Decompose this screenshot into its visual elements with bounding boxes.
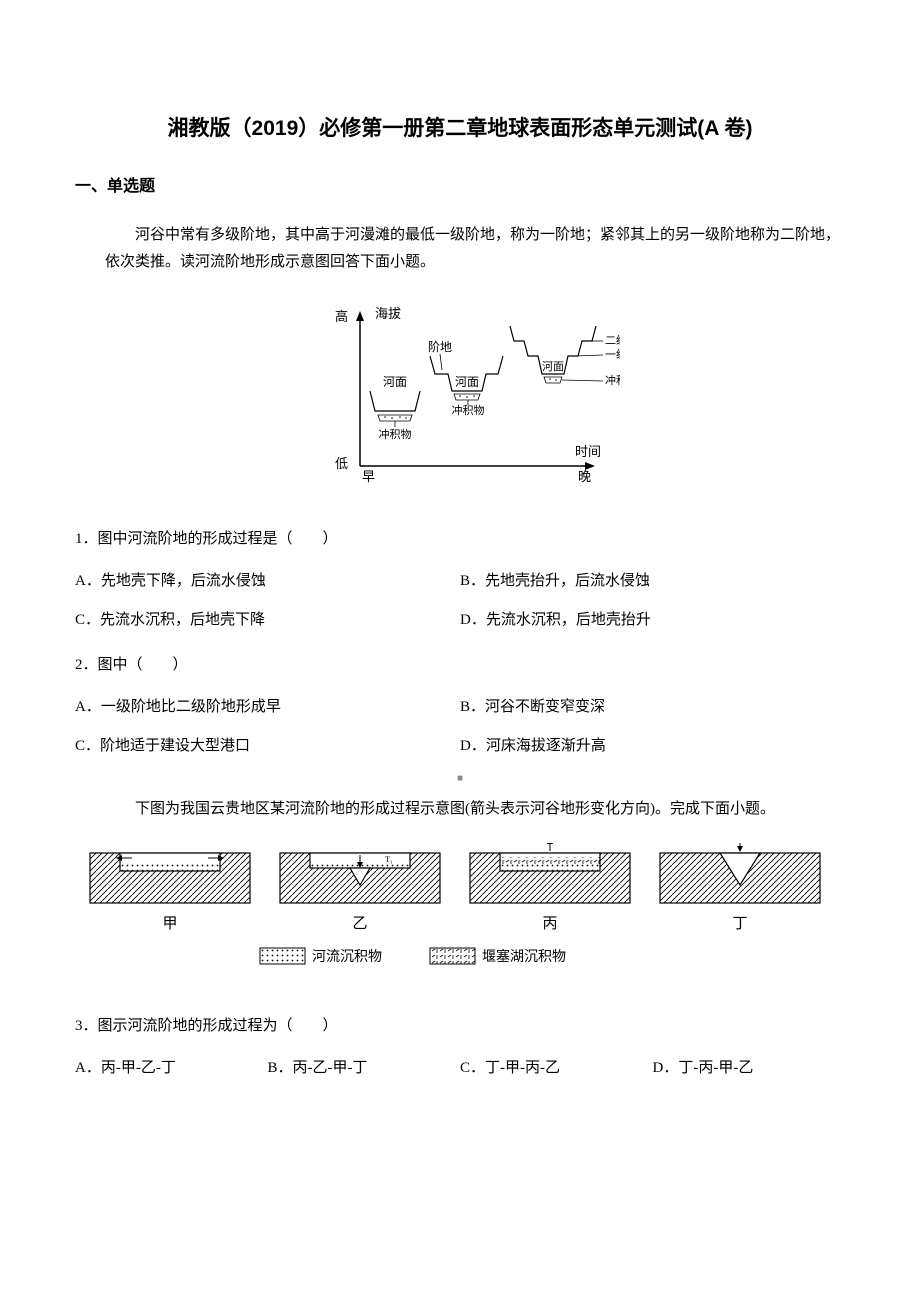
q3-option-d: D．丁-丙-甲-乙 xyxy=(653,1055,846,1082)
svg-text:T₁: T₁ xyxy=(385,855,393,864)
q2-option-b: B．河谷不断变窄变深 xyxy=(460,694,845,721)
q2-option-a: A．一级阶地比二级阶地形成早 xyxy=(75,694,460,721)
figure-2: 甲 T₁ 乙 丙 xyxy=(75,843,845,983)
page-title: 湘教版（2019）必修第一册第二章地球表面形态单元测试(A 卷) xyxy=(75,110,845,148)
q1-text: 1．图中河流阶地的形成过程是（ ） xyxy=(75,526,845,553)
q1-option-a: A．先地壳下降，后流水侵蚀 xyxy=(75,568,460,595)
svg-text:阶地: 阶地 xyxy=(428,340,452,354)
small-mark: ■ xyxy=(75,770,845,788)
q2-option-c: C．阶地适于建设大型港口 xyxy=(75,733,460,760)
q1-option-c: C．先流水沉积，后地壳下降 xyxy=(75,607,460,634)
svg-text:海拔: 海拔 xyxy=(375,306,401,321)
svg-text:丁: 丁 xyxy=(732,916,747,932)
figure-1: 高 海拔 低 早 晚 时间 河面 冲积物 阶地 河面 xyxy=(75,296,845,496)
q3-text: 3．图示河流阶地的形成过程为（ ） xyxy=(75,1013,845,1040)
svg-text:丙: 丙 xyxy=(542,916,557,932)
svg-text:一级阶地: 一级阶地 xyxy=(605,347,620,361)
svg-text:早: 早 xyxy=(362,469,375,484)
svg-text:河面: 河面 xyxy=(455,375,479,389)
svg-text:二级阶地: 二级阶地 xyxy=(605,333,620,347)
q2-text: 2．图中（ ） xyxy=(75,652,845,679)
svg-text:时间: 时间 xyxy=(575,444,601,459)
q1-option-b: B．先地壳抬升，后流水侵蚀 xyxy=(460,568,845,595)
section-header: 一、单选题 xyxy=(75,173,845,202)
svg-text:河面: 河面 xyxy=(542,360,564,373)
svg-text:甲: 甲 xyxy=(162,916,177,932)
question-2: 2．图中（ ） A．一级阶地比二级阶地形成早 B．河谷不断变窄变深 C．阶地适于… xyxy=(75,652,845,760)
question-3: 3．图示河流阶地的形成过程为（ ） A．丙-甲-乙-丁 B．丙-乙-甲-丁 C．… xyxy=(75,1013,845,1082)
q1-option-d: D．先流水沉积，后地壳抬升 xyxy=(460,607,845,634)
svg-text:冲积物: 冲积物 xyxy=(452,403,485,417)
svg-text:晚: 晚 xyxy=(578,469,591,484)
question-1: 1．图中河流阶地的形成过程是（ ） A．先地壳下降，后流水侵蚀 B．先地壳抬升，… xyxy=(75,526,845,634)
passage-2: 下图为我国云贵地区某河流阶地的形成过程示意图(箭头表示河谷地形变化方向)。完成下… xyxy=(105,796,845,823)
svg-text:冲积物: 冲积物 xyxy=(379,427,412,441)
passage-1: 河谷中常有多级阶地，其中高于河漫滩的最低一级阶地，称为一阶地；紧邻其上的另一级阶… xyxy=(105,222,845,276)
q3-option-c: C．丁-甲-丙-乙 xyxy=(460,1055,653,1082)
svg-text:堰塞湖沉积物: 堰塞湖沉积物 xyxy=(482,948,566,965)
q2-option-d: D．河床海拔逐渐升高 xyxy=(460,733,845,760)
svg-text:乙: 乙 xyxy=(352,916,367,932)
q3-option-a: A．丙-甲-乙-丁 xyxy=(75,1055,268,1082)
svg-text:河流沉积物: 河流沉积物 xyxy=(312,949,382,965)
svg-text:低: 低 xyxy=(335,456,348,471)
svg-text:河面: 河面 xyxy=(383,375,407,389)
q3-option-b: B．丙-乙-甲-丁 xyxy=(268,1055,461,1082)
svg-text:高: 高 xyxy=(335,309,348,324)
svg-text:冲积物: 冲积物 xyxy=(605,373,620,387)
